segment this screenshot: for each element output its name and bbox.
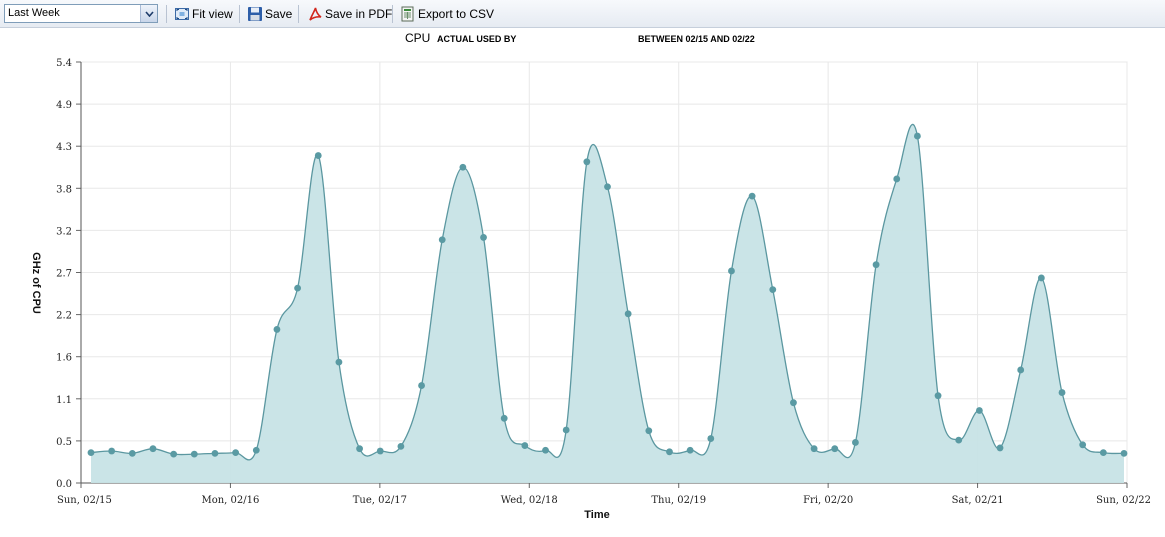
data-point[interactable] [872,261,880,269]
data-point[interactable] [790,399,797,407]
export-csv-label: Export to CSV [418,7,495,21]
save-pdf-label: Save in PDF [325,7,393,21]
data-point[interactable] [521,442,529,449]
data-point[interactable] [624,310,632,318]
data-point[interactable] [604,183,611,191]
toolbar-divider [392,5,393,23]
y-tick-label: 5.4 [56,58,72,69]
y-tick-label: 0.0 [56,479,72,490]
data-point[interactable] [438,236,446,244]
data-point[interactable] [418,382,425,389]
data-point[interactable] [583,158,591,166]
y-tick-label: 3.8 [56,184,72,195]
x-tick-label: Fri, 02/20 [803,495,853,506]
y-tick-label: 1.1 [56,395,72,406]
period-select[interactable]: Last Week [4,4,158,23]
x-tick-label: Mon, 02/16 [201,495,259,506]
data-point[interactable] [1079,441,1087,449]
x-axis-label: Time [584,509,609,521]
toolbar-divider [239,5,240,23]
data-point[interactable] [335,358,343,366]
y-tick-label: 4.9 [56,100,72,111]
toolbar-divider [166,5,167,23]
data-point[interactable] [500,414,508,422]
data-point[interactable] [480,234,487,241]
data-point[interactable] [1120,449,1128,457]
data-point[interactable] [748,192,756,200]
data-point[interactable] [314,152,322,159]
y-tick-label: 1.6 [56,353,72,364]
data-point[interactable] [397,442,405,450]
data-point[interactable] [666,448,673,456]
pdf-icon [309,7,322,21]
data-point[interactable] [810,445,818,453]
y-tick-label: 2.2 [56,311,72,322]
save-label: Save [265,7,293,21]
data-point[interactable] [211,449,219,457]
y-tick-label: 2.7 [56,269,72,280]
data-point[interactable] [1058,389,1066,396]
series-area [91,124,1124,483]
fit-view-icon [175,8,189,20]
data-point[interactable] [852,439,859,446]
data-point[interactable] [542,446,549,454]
floppy-disk-icon [248,7,262,21]
data-point[interactable] [996,444,1004,452]
data-point[interactable] [232,449,240,456]
spreadsheet-icon [401,6,414,22]
save-pdf-button[interactable]: Save in PDF [307,4,392,24]
data-point[interactable] [645,427,653,435]
x-tick-label: Tue, 02/17 [353,495,407,506]
data-point[interactable] [170,450,178,458]
data-point[interactable] [252,446,260,454]
data-point[interactable] [686,446,694,454]
data-point[interactable] [975,407,983,414]
data-point[interactable] [356,445,363,453]
data-point[interactable] [1017,366,1025,374]
data-point[interactable] [128,449,136,457]
y-tick-label: 3.2 [56,226,72,237]
period-select-value: Last Week [8,7,60,19]
data-point[interactable] [769,286,777,294]
data-point[interactable] [149,445,157,453]
toolbar-divider [298,5,299,23]
data-point[interactable] [294,284,301,292]
x-tick-label: Thu, 02/19 [651,495,706,506]
export-csv-button[interactable]: Export to CSV [400,4,494,24]
chart-title-metric: CPU [405,31,430,45]
data-point[interactable] [108,447,116,455]
x-tick-label: Sun, 02/15 [57,495,112,506]
y-tick-label: 4.3 [56,142,72,153]
save-button[interactable]: Save [247,4,292,24]
chart-title-range: BETWEEN 02/15 AND 02/22 [638,34,755,44]
x-tick-label: Sat, 02/21 [952,495,1004,506]
data-point[interactable] [707,435,715,442]
data-point[interactable] [562,426,570,434]
chart-title-middle: ACTUAL USED BY [437,34,516,44]
data-point[interactable] [934,392,942,400]
data-point[interactable] [955,436,963,444]
toolbar: Last Week Fit view Save Save in PDF [0,0,1165,28]
data-point[interactable] [1099,449,1107,456]
data-point[interactable] [893,175,901,183]
data-point[interactable] [87,449,95,456]
chevron-down-icon[interactable] [140,5,157,22]
x-tick-label: Wed, 02/18 [501,495,558,506]
y-tick-label: 0.5 [56,437,72,448]
x-tick-label: Sun, 02/22 [1096,495,1151,506]
data-point[interactable] [914,132,921,140]
data-point[interactable] [1037,274,1045,282]
data-point[interactable] [376,447,384,455]
data-point[interactable] [831,445,839,453]
data-point[interactable] [273,326,281,333]
data-point[interactable] [459,163,467,171]
data-point[interactable] [728,267,735,275]
cpu-chart: CPU ACTUAL USED BY BETWEEN 02/15 AND 02/… [30,31,1151,521]
data-point[interactable] [190,450,198,458]
fit-view-label: Fit view [192,7,233,21]
chart-area: CPU ACTUAL USED BY BETWEEN 02/15 AND 02/… [0,28,1165,534]
y-axis-label: GHz of CPU [30,252,42,314]
fit-view-button[interactable]: Fit view [174,4,233,24]
